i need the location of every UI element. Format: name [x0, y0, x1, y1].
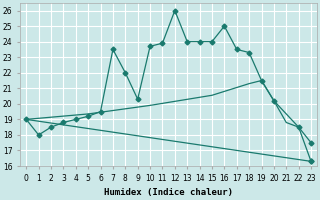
X-axis label: Humidex (Indice chaleur): Humidex (Indice chaleur)	[104, 188, 233, 197]
